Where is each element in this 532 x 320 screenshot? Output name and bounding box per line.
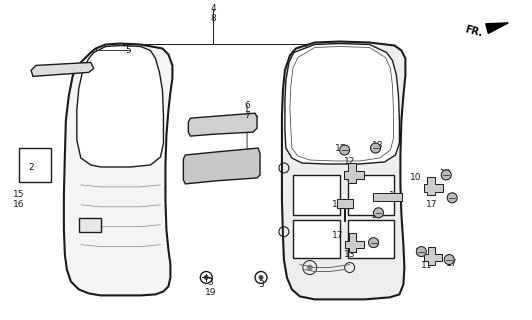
Circle shape — [444, 255, 454, 265]
Text: 17: 17 — [332, 231, 344, 240]
Polygon shape — [19, 148, 51, 182]
Polygon shape — [347, 220, 394, 258]
Text: 18: 18 — [414, 248, 426, 257]
Circle shape — [441, 170, 451, 180]
Circle shape — [215, 163, 222, 170]
Text: 4: 4 — [211, 4, 216, 13]
Text: 5: 5 — [126, 46, 131, 55]
Text: 8: 8 — [210, 14, 216, 23]
Text: 10: 10 — [410, 173, 421, 182]
Circle shape — [371, 143, 380, 153]
Polygon shape — [184, 148, 260, 184]
Polygon shape — [345, 233, 364, 252]
Text: 17: 17 — [426, 200, 437, 209]
Text: 18: 18 — [369, 239, 380, 248]
Polygon shape — [31, 62, 94, 76]
Text: 18: 18 — [439, 169, 451, 179]
Circle shape — [31, 158, 39, 166]
Circle shape — [204, 275, 209, 280]
Circle shape — [369, 238, 378, 248]
Text: 17: 17 — [446, 259, 458, 268]
Circle shape — [202, 122, 208, 128]
Circle shape — [245, 122, 251, 128]
Text: 18: 18 — [372, 140, 383, 149]
Text: 17: 17 — [335, 144, 346, 153]
Polygon shape — [293, 175, 339, 215]
Polygon shape — [188, 113, 257, 136]
Circle shape — [417, 247, 426, 257]
Polygon shape — [282, 42, 405, 300]
Text: 13: 13 — [344, 250, 355, 259]
Circle shape — [231, 163, 239, 170]
Circle shape — [232, 122, 238, 128]
Circle shape — [339, 145, 350, 155]
Polygon shape — [64, 44, 172, 295]
Polygon shape — [337, 199, 353, 221]
Polygon shape — [423, 177, 443, 196]
Text: 7: 7 — [244, 111, 250, 120]
Text: 3: 3 — [207, 278, 213, 287]
Circle shape — [217, 122, 223, 128]
Text: 6: 6 — [244, 101, 250, 110]
Text: 15: 15 — [13, 190, 25, 199]
Text: 14: 14 — [332, 200, 343, 209]
Circle shape — [259, 275, 263, 280]
Circle shape — [373, 208, 384, 218]
Polygon shape — [77, 45, 163, 167]
Text: 12: 12 — [344, 157, 355, 166]
Polygon shape — [424, 247, 442, 265]
Polygon shape — [486, 23, 508, 33]
Text: 11: 11 — [421, 261, 432, 270]
Text: FR.: FR. — [464, 24, 484, 39]
Text: 20: 20 — [372, 211, 383, 220]
Polygon shape — [344, 163, 363, 183]
Polygon shape — [79, 218, 101, 232]
Text: 19: 19 — [204, 288, 216, 297]
Polygon shape — [347, 175, 394, 215]
Circle shape — [447, 193, 457, 203]
Circle shape — [248, 163, 255, 170]
Polygon shape — [293, 220, 339, 258]
FancyBboxPatch shape — [372, 193, 402, 201]
Text: 3: 3 — [258, 280, 264, 289]
Polygon shape — [285, 44, 400, 164]
Circle shape — [307, 265, 313, 270]
Text: 1: 1 — [388, 191, 394, 200]
Text: 16: 16 — [13, 200, 25, 209]
Text: 2: 2 — [28, 164, 34, 172]
Circle shape — [197, 163, 204, 170]
